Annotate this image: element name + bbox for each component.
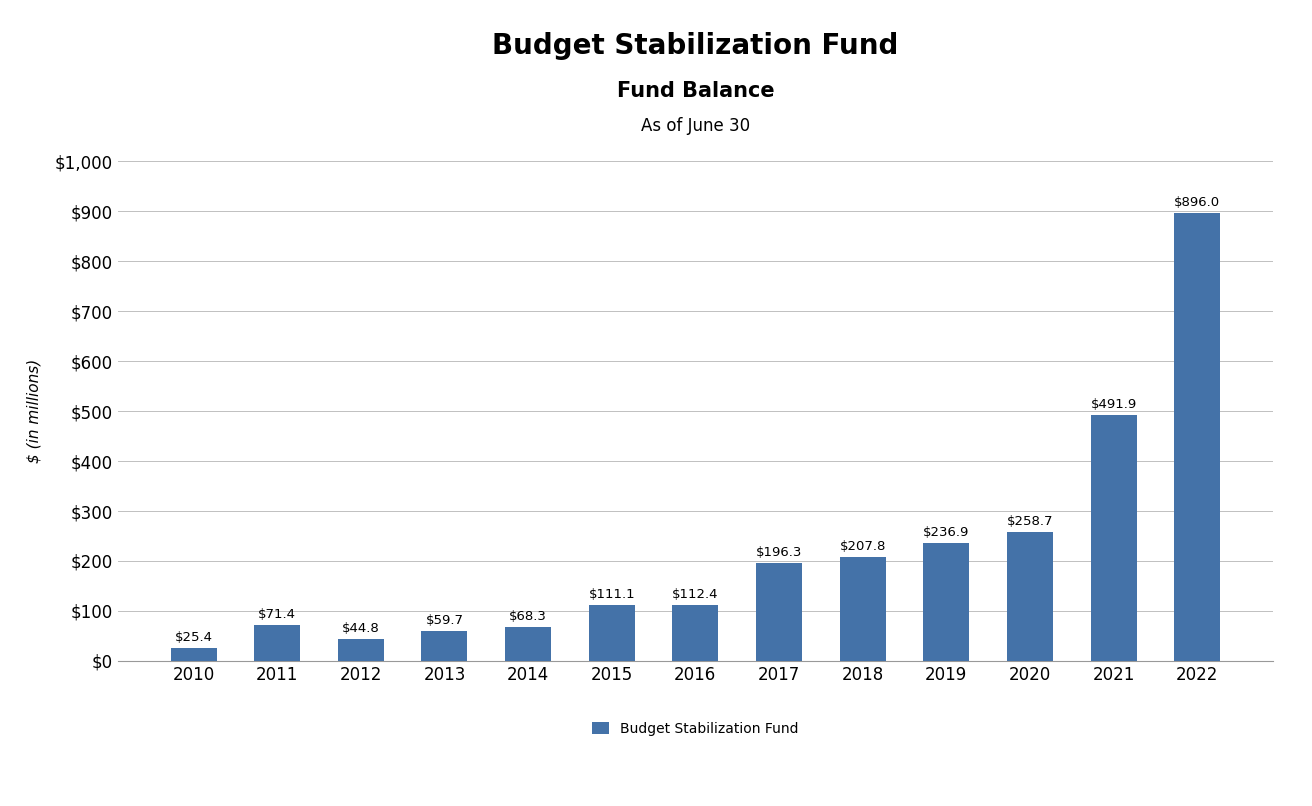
Bar	[840, 557, 886, 661]
Text: Fund Balance: Fund Balance	[617, 81, 774, 101]
Text: $112.4: $112.4	[672, 588, 719, 600]
Bar	[589, 605, 635, 661]
Text: Budget Stabilization Fund: Budget Stabilization Fund	[492, 32, 899, 60]
Bar	[505, 627, 551, 661]
Bar	[672, 604, 719, 661]
Text: $896.0: $896.0	[1174, 196, 1220, 210]
Bar	[421, 631, 467, 661]
Text: $196.3: $196.3	[756, 546, 802, 559]
Text: $68.3: $68.3	[509, 610, 547, 623]
Bar	[255, 625, 300, 661]
Bar	[924, 542, 970, 661]
Bar	[1174, 213, 1220, 661]
Text: $236.9: $236.9	[924, 526, 970, 538]
Bar	[1090, 415, 1136, 661]
Text: $25.4: $25.4	[174, 631, 213, 644]
Y-axis label: $ (in millions): $ (in millions)	[26, 359, 41, 463]
Bar	[171, 648, 216, 661]
Bar	[337, 638, 384, 661]
Text: $491.9: $491.9	[1090, 398, 1136, 411]
Bar	[1006, 532, 1054, 661]
Legend: Budget Stabilization Fund: Budget Stabilization Fund	[586, 717, 804, 742]
Text: $59.7: $59.7	[425, 614, 463, 627]
Text: $258.7: $258.7	[1006, 515, 1054, 528]
Bar	[756, 563, 802, 661]
Text: $71.4: $71.4	[258, 609, 297, 621]
Text: $44.8: $44.8	[342, 621, 379, 634]
Text: As of June 30: As of June 30	[640, 117, 750, 135]
Text: $207.8: $207.8	[840, 540, 886, 553]
Text: $111.1: $111.1	[588, 588, 635, 601]
